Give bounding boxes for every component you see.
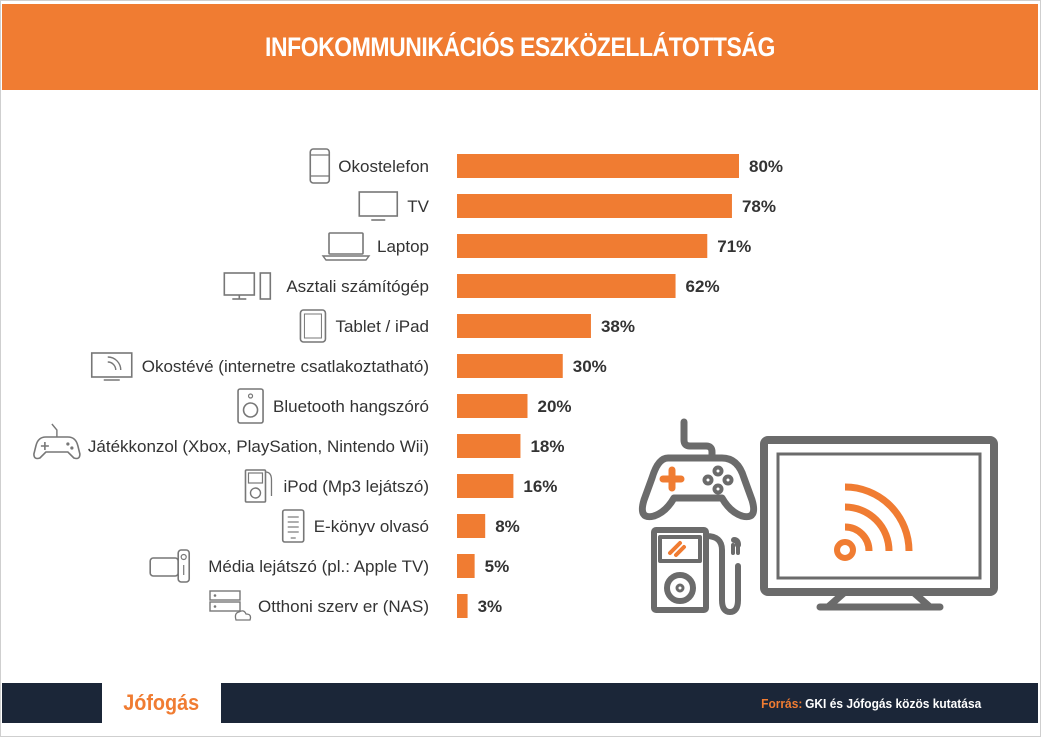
desktop-computer-icon xyxy=(223,272,272,300)
value-label: 8% xyxy=(495,517,520,536)
category-label: Asztali számítógép xyxy=(286,277,429,296)
value-label: 30% xyxy=(573,357,607,376)
category-label: Okostévé (internetre csatlakoztatható) xyxy=(142,357,429,376)
bar-row: Média lejátszó (pl.: Apple TV) 5% xyxy=(149,549,510,583)
bar-row: E-könyv olvasó 8% xyxy=(281,509,520,543)
bar-row: Asztali számítógép 62% xyxy=(223,272,720,300)
bar-row: Okostévé (internetre csatlakoztatható) 30… xyxy=(90,352,607,381)
category-label: Okostelefon xyxy=(338,157,429,176)
value-label: 62% xyxy=(686,277,720,296)
smart-tv-icon xyxy=(90,352,133,381)
category-label: Laptop xyxy=(377,237,429,256)
bar-row: Bluetooth hangszóró 20% xyxy=(237,388,572,424)
source-label: Forrás: xyxy=(760,695,803,711)
bar-row: Laptop 71% xyxy=(321,232,751,261)
mp3-player-illustration-icon xyxy=(651,527,741,615)
ebook-reader-icon xyxy=(281,509,305,543)
jofogas-logo[interactable]: Jófogás xyxy=(102,683,221,723)
category-label: TV xyxy=(407,197,429,216)
ipod-icon xyxy=(244,469,273,503)
bar xyxy=(457,314,591,338)
bar-row: iPod (Mp3 lejátszó) 16% xyxy=(244,469,557,503)
category-label: Bluetooth hangszóró xyxy=(273,397,429,416)
source-text: GKI és Jófogás közös kutatása xyxy=(804,695,981,711)
bar xyxy=(457,554,475,578)
media-player-icon xyxy=(149,549,191,583)
header-banner: INFOKOMMUNIKÁCIÓS ESZKÖZELLÁTOTTSÁG xyxy=(2,4,1038,90)
bar xyxy=(457,354,563,378)
game-controller-illustration-icon xyxy=(638,418,758,521)
source-note: Forrás: GKI és Jófogás közös kutatása xyxy=(761,683,981,723)
bar-row: Otthoni szerv er (NAS) 3% xyxy=(209,590,503,621)
value-label: 5% xyxy=(485,557,510,576)
value-label: 3% xyxy=(478,597,503,616)
value-label: 18% xyxy=(530,437,564,456)
bar xyxy=(457,514,486,538)
category-label: Otthoni szerv er (NAS) xyxy=(258,597,429,616)
bluetooth-speaker-icon xyxy=(237,388,264,424)
page-title: INFOKOMMUNIKÁCIÓS ESZKÖZELLÁTOTTSÁG xyxy=(264,31,775,62)
value-label: 20% xyxy=(538,397,572,416)
bar-row: Tablet / iPad 38% xyxy=(299,309,635,343)
category-label: Média lejátszó (pl.: Apple TV) xyxy=(208,557,429,576)
bar xyxy=(457,154,739,178)
value-label: 16% xyxy=(523,477,557,496)
smartphone-icon xyxy=(309,148,331,184)
logo-text: Jófogás xyxy=(123,690,200,715)
bar xyxy=(457,474,514,498)
value-label: 71% xyxy=(717,237,751,256)
category-label: Játékkonzol (Xbox, PlaySation, Nintendo … xyxy=(88,437,429,456)
bar-row: Játékkonzol (Xbox, PlaySation, Nintendo … xyxy=(33,423,564,460)
bar-row: TV 78% xyxy=(358,191,776,221)
category-label: E-könyv olvasó xyxy=(314,517,429,536)
bar xyxy=(457,274,676,298)
value-label: 78% xyxy=(742,197,776,216)
game-controller-icon xyxy=(33,423,81,460)
bar xyxy=(457,434,521,458)
nas-server-icon xyxy=(209,590,252,621)
tv-icon xyxy=(358,191,399,221)
category-label: Tablet / iPad xyxy=(335,317,429,336)
tablet-icon xyxy=(299,309,327,343)
bar xyxy=(457,194,732,218)
bar xyxy=(457,394,528,418)
smart-tv-illustration-icon xyxy=(760,436,998,611)
value-label: 38% xyxy=(601,317,635,336)
category-label: iPod (Mp3 lejátszó) xyxy=(283,477,429,496)
bar xyxy=(457,594,468,618)
laptop-icon xyxy=(321,232,371,261)
value-label: 80% xyxy=(749,157,783,176)
bar xyxy=(457,234,708,258)
bar-row: Okostelefon 80% xyxy=(309,148,783,184)
